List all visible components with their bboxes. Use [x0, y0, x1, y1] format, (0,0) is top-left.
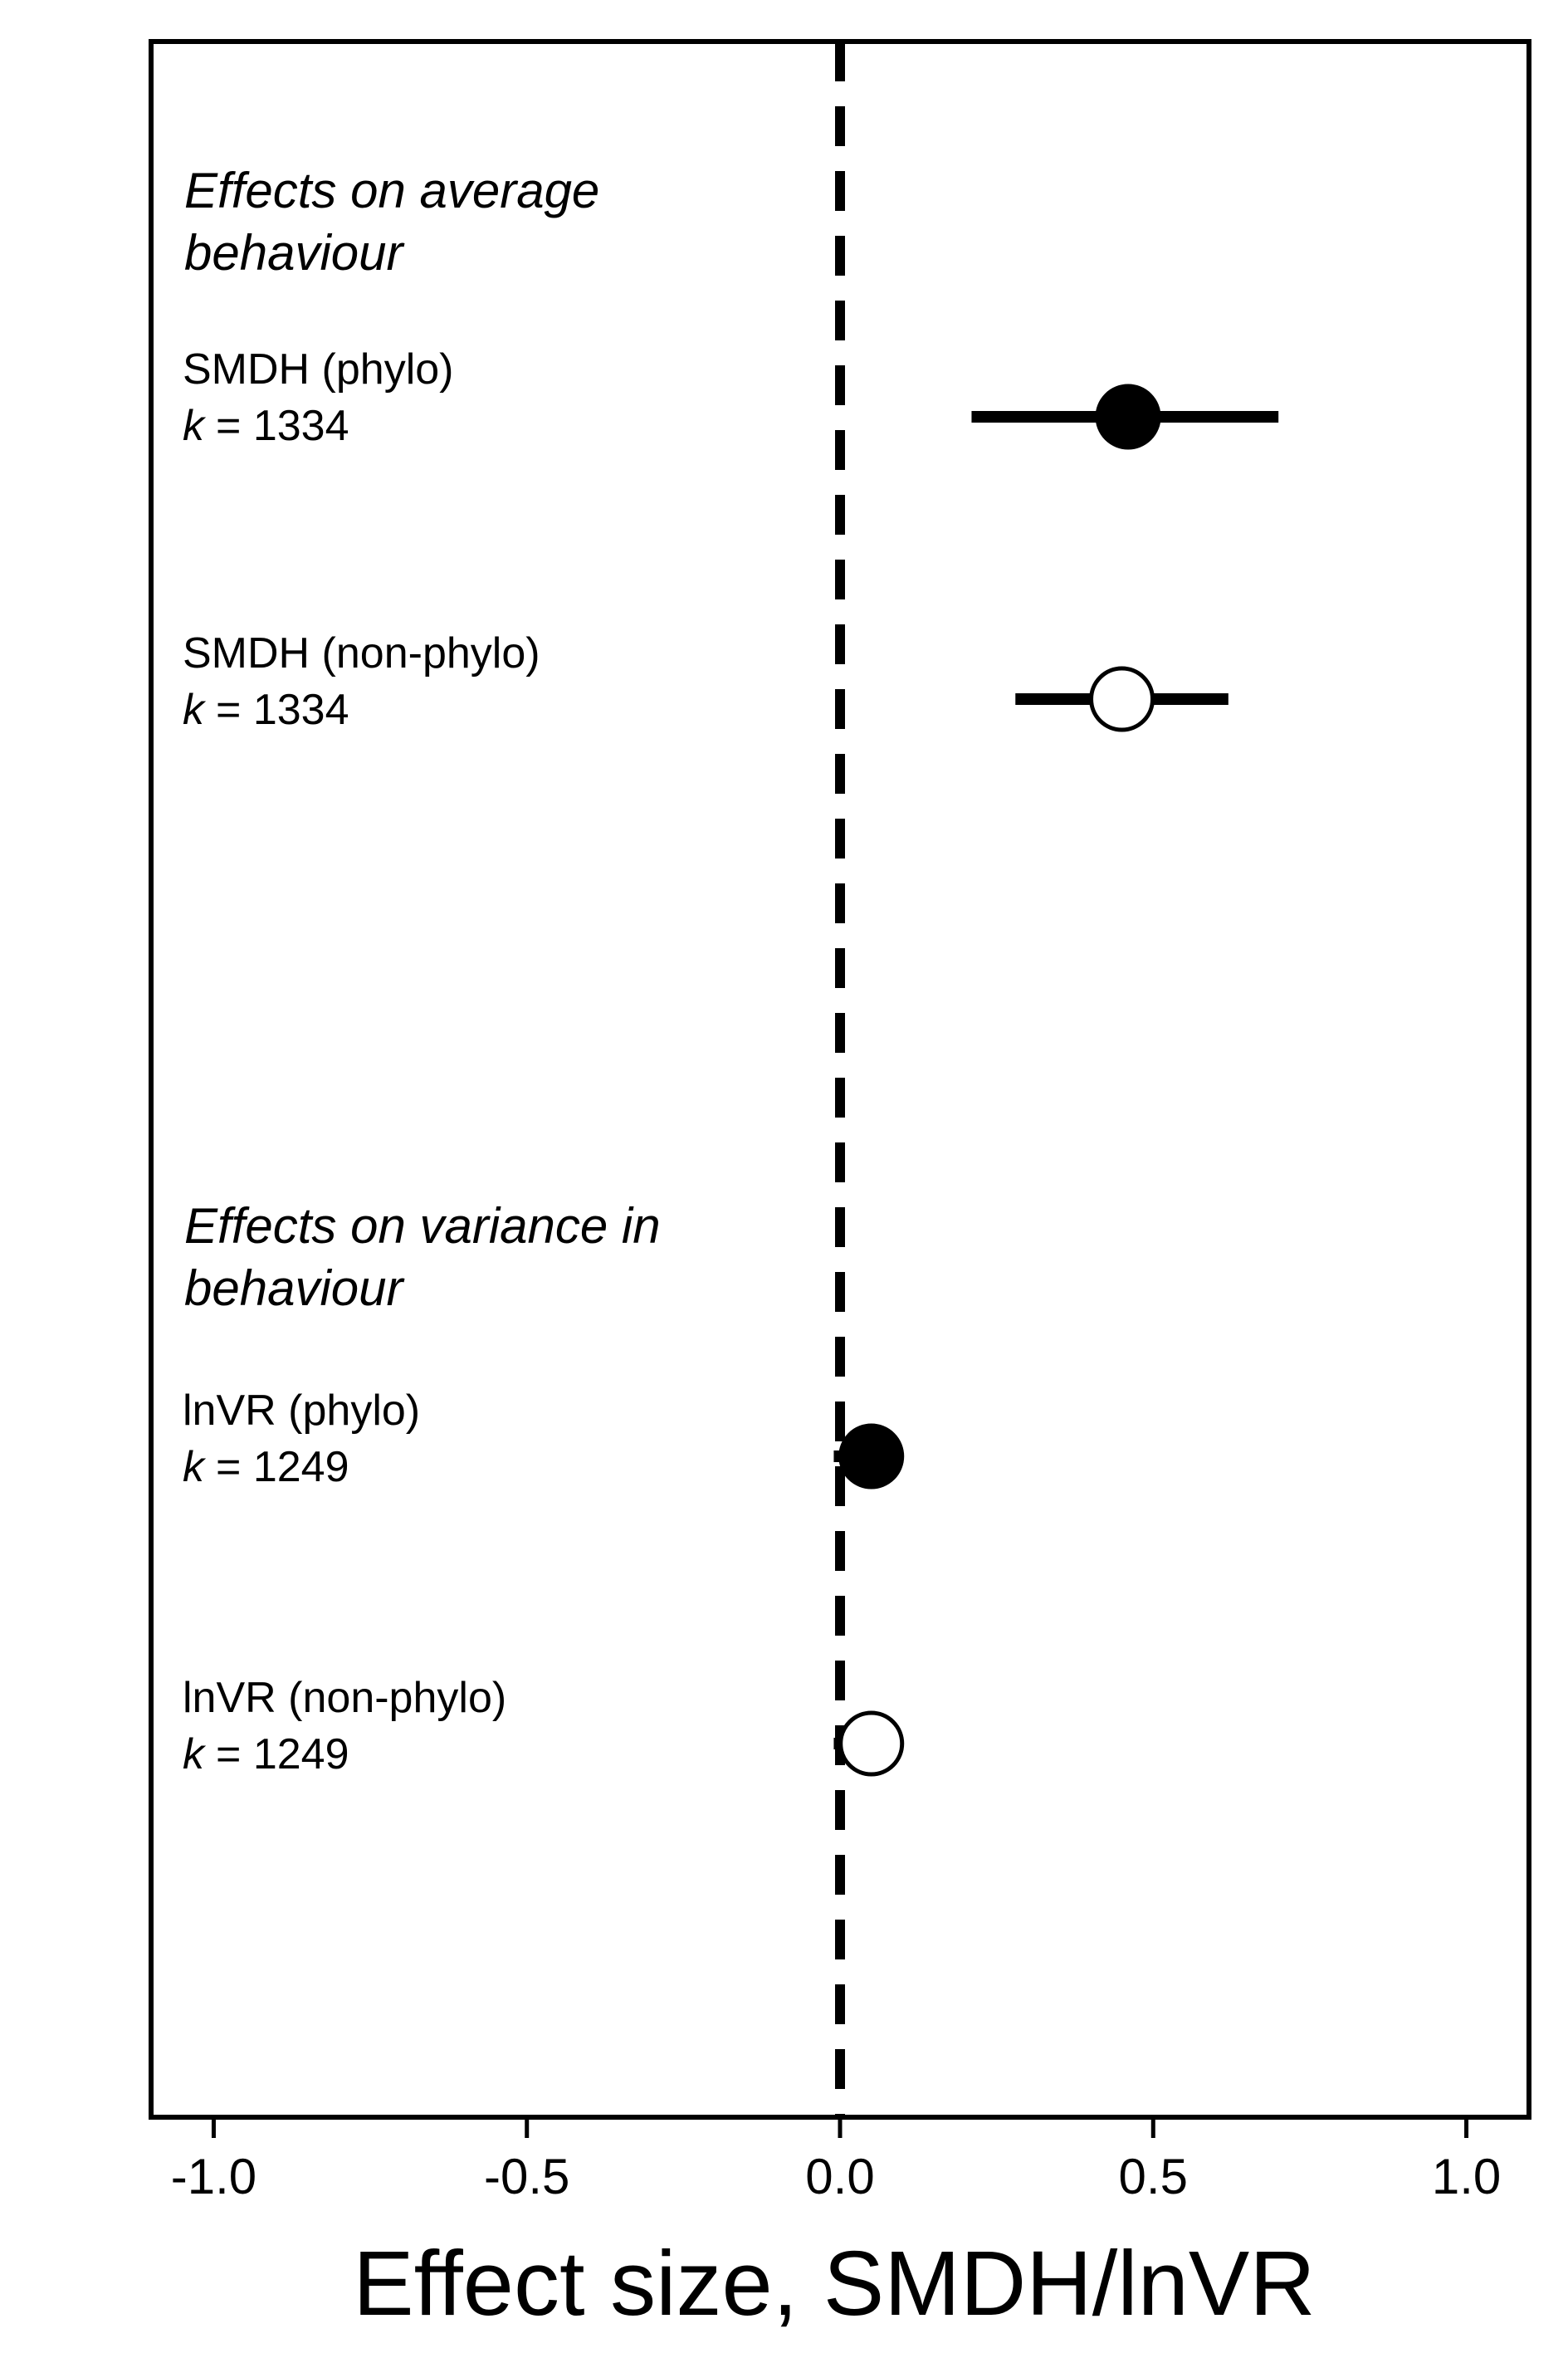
row-k-smdh-nonphylo: k = 1334 — [183, 686, 349, 734]
x-axis-title: Effect size, SMDH/lnVR — [353, 2233, 1315, 2335]
forest-marks — [833, 384, 1279, 1777]
x-tick-label: 0.0 — [805, 2149, 874, 2204]
k-value: = 1334 — [216, 686, 349, 734]
k-symbol: k — [183, 1730, 207, 1778]
x-tick-label: 0.5 — [1119, 2149, 1188, 2204]
k-symbol: k — [183, 1443, 207, 1491]
k-value: = 1334 — [216, 402, 349, 450]
row-label-lnvr-nonphylo: lnVR (non-phylo) — [183, 1674, 506, 1722]
group-heading-average-line2: behaviour — [184, 225, 405, 281]
k-value: = 1249 — [216, 1730, 349, 1778]
k-symbol: k — [183, 686, 207, 734]
group-heading-variance-line2: behaviour — [184, 1260, 405, 1316]
row-k-lnvr-nonphylo: k = 1249 — [183, 1730, 349, 1778]
k-value: = 1249 — [216, 1443, 349, 1491]
estimate-point-lnvr-nonphylo — [838, 1710, 905, 1777]
row-label-smdh-phylo: SMDH (phylo) — [183, 345, 454, 394]
estimate-point-smdh-phylo — [1095, 384, 1161, 450]
row-label-lnvr-phylo: lnVR (phylo) — [183, 1387, 420, 1435]
estimate-point-smdh-nonphylo — [1089, 666, 1155, 732]
estimate-point-lnvr-phylo — [838, 1423, 905, 1490]
x-tick-label: -1.0 — [171, 2149, 256, 2204]
x-tick-label: 1.0 — [1432, 2149, 1501, 2204]
row-k-smdh-phylo: k = 1334 — [183, 402, 349, 450]
row-k-lnvr-phylo: k = 1249 — [183, 1443, 349, 1491]
group-heading-variance-line1: Effects on variance in — [184, 1198, 661, 1254]
k-symbol: k — [183, 402, 207, 450]
x-tick-label: -0.5 — [484, 2149, 569, 2204]
x-axis: -1.0 -0.5 0.0 0.5 1.0 — [171, 2117, 1501, 2204]
row-label-smdh-nonphylo: SMDH (non-phylo) — [183, 629, 540, 678]
group-heading-average-line1: Effects on average — [184, 163, 599, 218]
